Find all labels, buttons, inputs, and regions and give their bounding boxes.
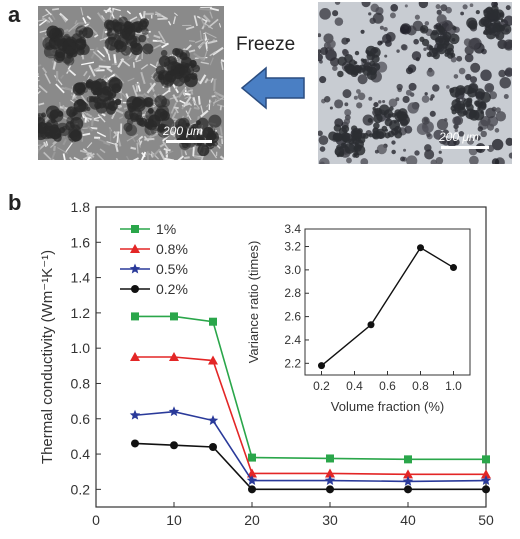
legend-marker — [131, 225, 139, 233]
data-point — [324, 475, 336, 485]
panel-b-letter: b — [8, 190, 22, 215]
y-tick-label: 1.8 — [71, 199, 91, 215]
y-tick-label: 0.6 — [71, 411, 91, 427]
data-point — [404, 455, 412, 464]
legend-label: 0.5% — [156, 261, 188, 277]
freeze-label: Freeze — [236, 34, 296, 55]
inset-x-axis-label: Volume fraction (%) — [331, 399, 444, 414]
y-tick-label: 0.4 — [71, 446, 91, 462]
main-plot-frame — [95, 206, 487, 508]
left-arrow-icon — [240, 66, 306, 115]
thermal-conductivity-chart: 010203040500.20.40.60.81.01.21.41.61.8Te… — [39, 199, 494, 539]
data-point — [481, 469, 491, 479]
data-point — [131, 439, 139, 448]
micrograph-frozen — [38, 6, 224, 160]
data-point — [169, 352, 179, 361]
x-tick-label: 0 — [92, 512, 100, 528]
x-tick-label: 10 — [166, 512, 182, 528]
panel-a-letter: a — [8, 2, 21, 27]
data-point — [248, 453, 256, 462]
y-tick-label: 1.2 — [71, 305, 91, 321]
data-point — [207, 415, 219, 425]
inset-y-tick-label: 2.8 — [284, 286, 301, 300]
data-point — [170, 441, 178, 450]
data-point — [403, 469, 413, 479]
inset-data-point — [450, 264, 457, 272]
y-tick-label: 1.4 — [71, 270, 91, 286]
data-point — [326, 454, 334, 463]
legend-label: 0.2% — [156, 281, 188, 297]
inset-data-point — [318, 362, 325, 370]
inset-x-tick-label: 0.6 — [379, 379, 396, 393]
inset-y-tick-label: 3.2 — [284, 240, 301, 254]
inset-y-tick-label: 2.2 — [284, 356, 301, 370]
data-point — [130, 352, 140, 361]
data-point — [482, 485, 490, 494]
legend-label: 1% — [156, 221, 176, 237]
x-tick-label: 30 — [322, 512, 338, 528]
data-point — [209, 317, 217, 326]
data-point — [325, 468, 335, 478]
scale-bar-left — [166, 140, 212, 143]
inset-data-point — [367, 321, 375, 329]
inset-y-tick-label: 3.0 — [284, 263, 301, 277]
inset-y-axis-label: Variance ratio (times) — [246, 241, 261, 364]
inset-x-tick-label: 0.8 — [412, 379, 429, 393]
scale-bar-left-label: 200 μm — [163, 124, 203, 138]
scale-bar-right-label: 200 μm — [439, 130, 479, 144]
scale-bar-right — [441, 146, 489, 149]
inset-series-line — [321, 246, 454, 367]
inset-y-tick-label-top: 3.4 — [284, 222, 301, 236]
y-tick-label: 1.0 — [71, 340, 91, 356]
inset-plot-frame — [304, 228, 471, 376]
data-point — [402, 475, 414, 486]
x-tick-label: 50 — [478, 512, 494, 528]
inset-y-tick-label: 2.4 — [284, 333, 301, 347]
inset-y-tick-label: 2.6 — [284, 310, 301, 324]
x-tick-label: 20 — [244, 512, 260, 528]
series-line-3 — [134, 442, 486, 491]
data-point — [326, 485, 334, 494]
data-point — [246, 475, 258, 485]
micrograph-liquid — [318, 2, 512, 164]
y-tick-label: 0.2 — [71, 481, 91, 497]
data-point — [129, 409, 141, 420]
data-point — [168, 406, 180, 417]
legend-marker — [130, 244, 140, 253]
legend-marker — [129, 263, 141, 274]
legend-marker — [131, 285, 139, 293]
data-point — [482, 455, 490, 464]
data-point — [404, 485, 412, 494]
y-tick-label: 0.8 — [71, 375, 91, 391]
inset-data-point — [417, 244, 424, 252]
data-point — [209, 443, 217, 451]
data-point — [208, 355, 218, 365]
inset-x-tick-label: 0.4 — [346, 379, 363, 393]
data-point — [170, 312, 178, 321]
y-tick-label: 1.6 — [71, 234, 91, 250]
inset-x-tick-label: 0.2 — [313, 379, 330, 393]
data-point — [480, 475, 492, 485]
data-point — [131, 312, 139, 321]
x-tick-label: 40 — [400, 512, 416, 528]
y-axis-label: Thermal conductivity (Wm⁻¹K⁻¹) — [39, 250, 56, 464]
inset-x-tick-label: 1.0 — [445, 379, 462, 393]
legend-label: 0.8% — [156, 241, 188, 257]
data-point — [248, 485, 256, 494]
